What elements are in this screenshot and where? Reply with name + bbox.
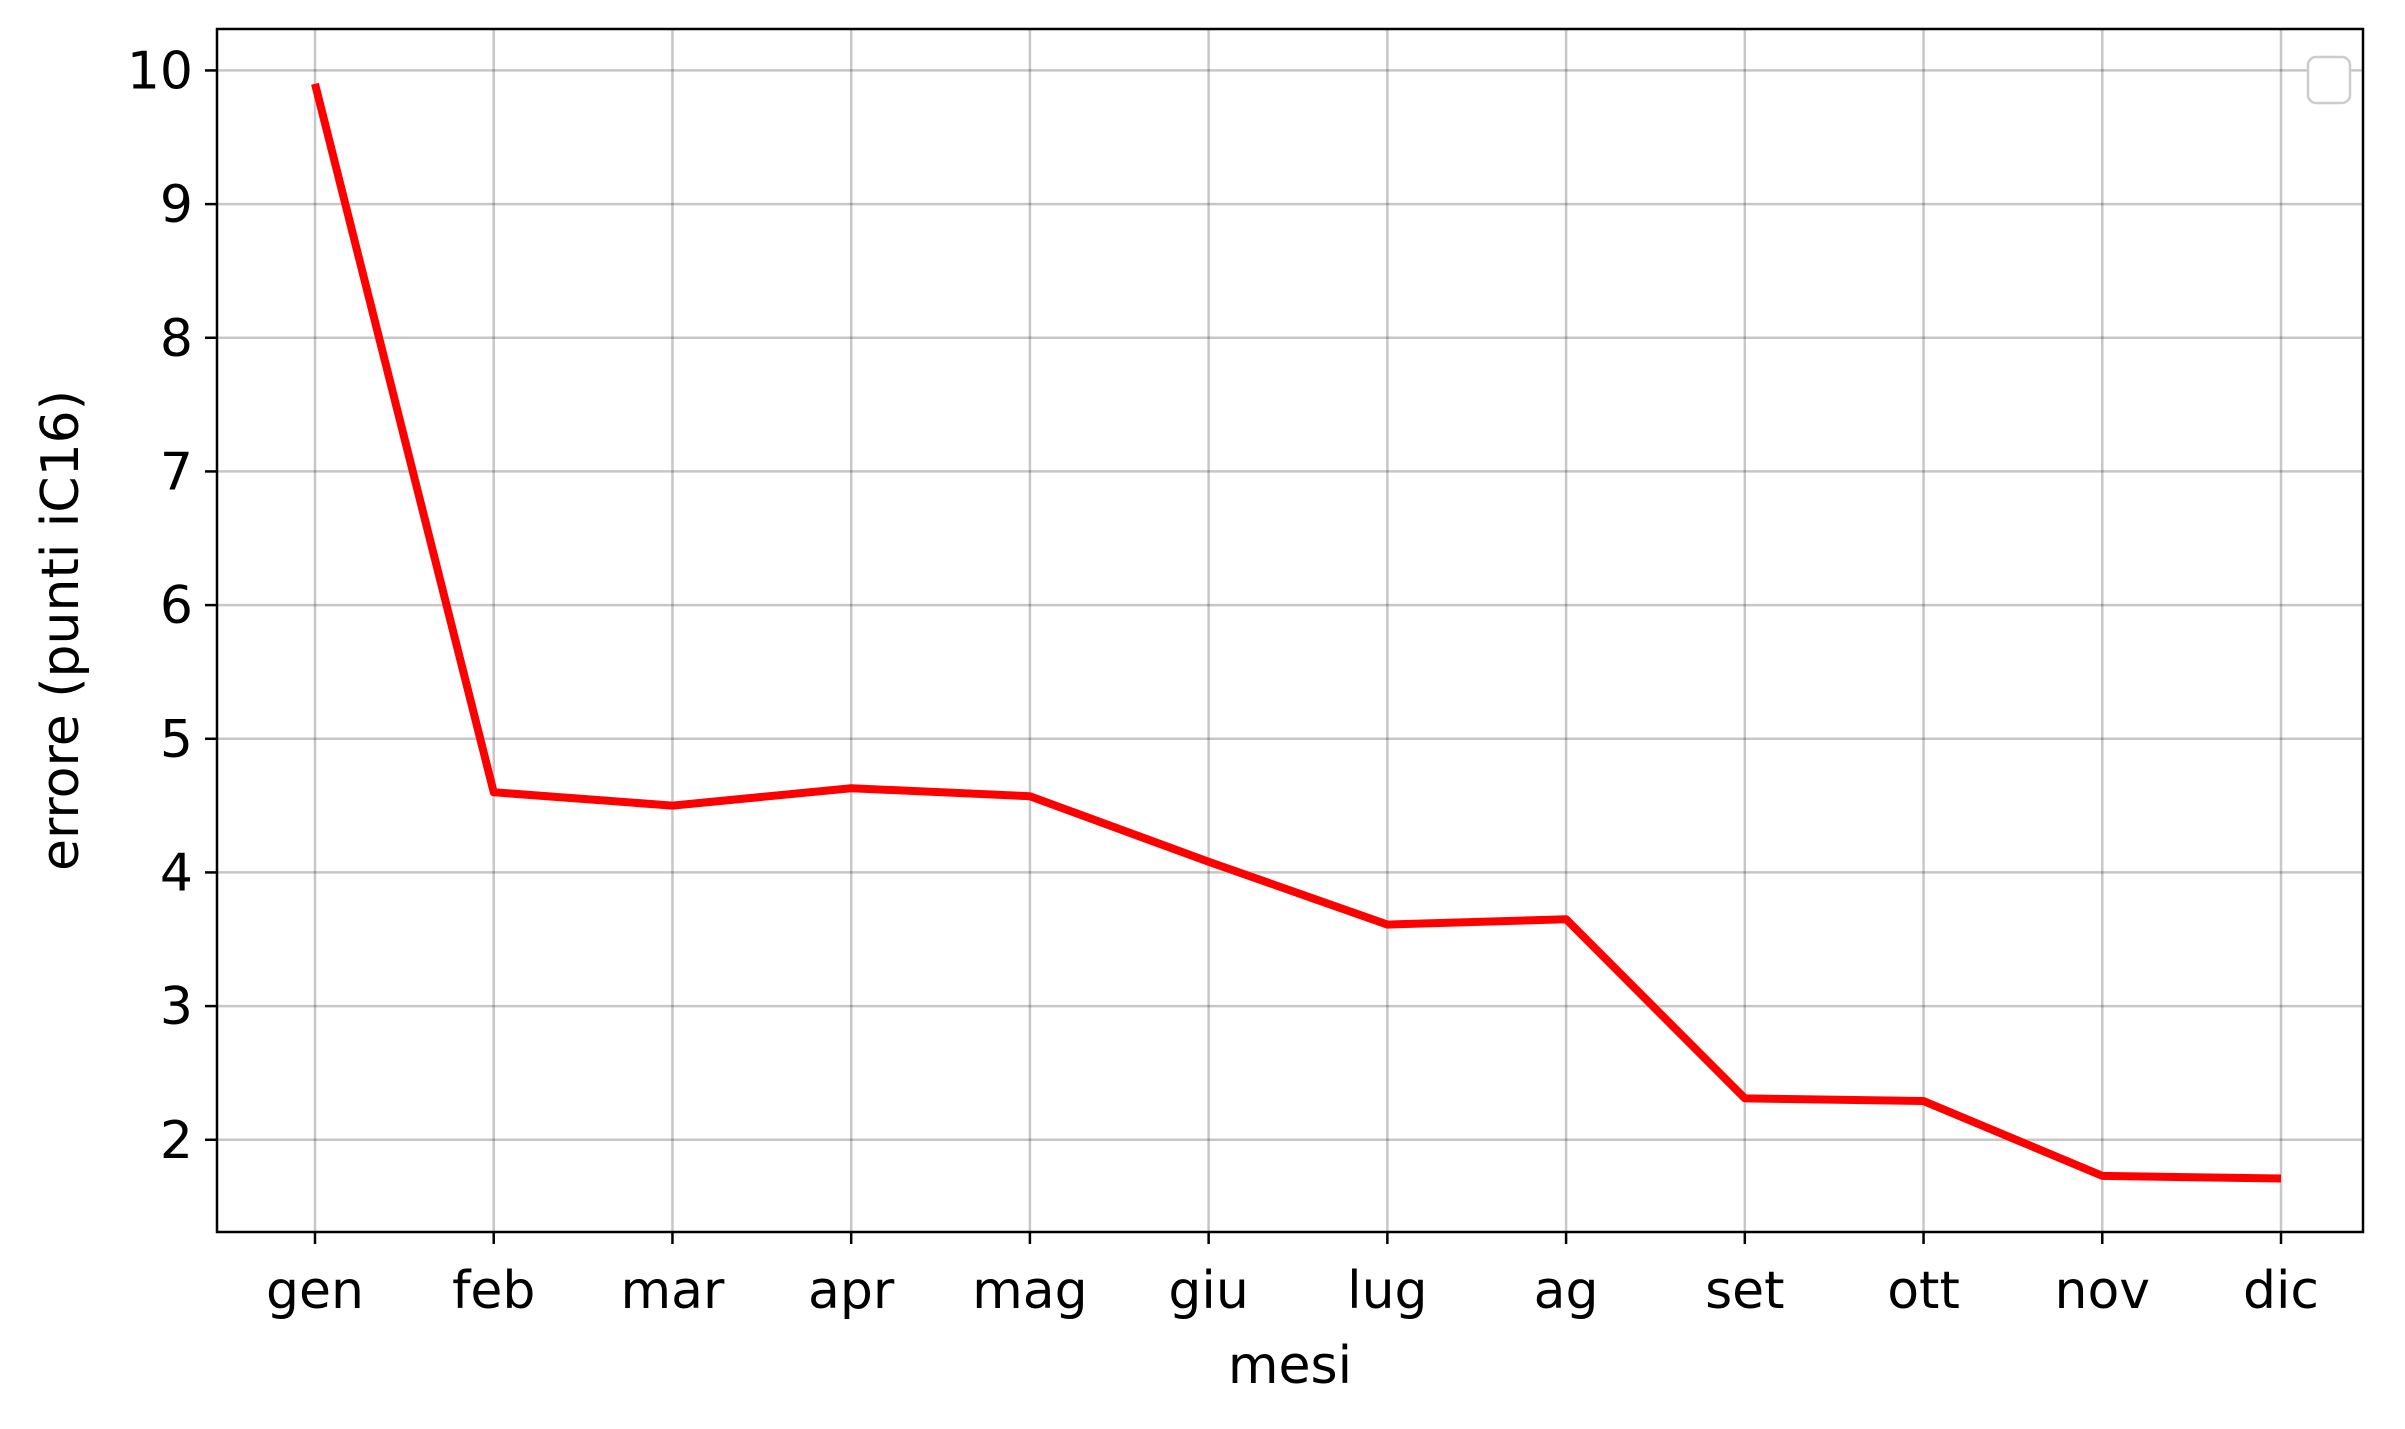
y-tick-label: 10	[127, 41, 193, 101]
y-tick-label: 9	[160, 175, 193, 235]
y-tick-label: 7	[160, 442, 193, 502]
y-tick-label: 2	[160, 1111, 193, 1171]
y-tick-labels: 2 3 4 5 6 7 8 9 10	[127, 41, 193, 1170]
y-tick-label: 3	[160, 977, 193, 1037]
y-tick-label: 8	[160, 309, 193, 369]
legend-box	[2306, 55, 2352, 105]
x-tick-label: apr	[808, 1261, 895, 1321]
x-tick-label: nov	[2054, 1261, 2150, 1321]
x-tick-label: dic	[2243, 1261, 2319, 1321]
plot-area-frame	[215, 27, 2365, 1234]
series-line	[311, 82, 2282, 1183]
x-tick-label: mar	[621, 1261, 726, 1321]
x-tick-label: giu	[1168, 1261, 1248, 1321]
x-tick-labels: gen feb mar apr mag giu lug ag set ott nov dic	[266, 1261, 2319, 1321]
x-axis-label: mesi	[1228, 1336, 1352, 1396]
y-tick-label: 4	[160, 843, 193, 903]
x-tick-label: mag	[972, 1261, 1088, 1321]
x-tick-label: ott	[1887, 1261, 1960, 1321]
x-tick-label: set	[1705, 1261, 1784, 1321]
y-tick-label: 6	[160, 576, 193, 636]
axis-ticks	[205, 69, 2283, 1244]
y-tick-label: 5	[160, 710, 193, 770]
grid-lines	[217, 29, 2363, 1232]
x-tick-label: lug	[1347, 1261, 1427, 1321]
series-layer	[311, 82, 2282, 1183]
y-axis-label: errore (punti iC16)	[31, 390, 91, 871]
x-tick-label: ag	[1534, 1261, 1599, 1321]
x-tick-label: gen	[266, 1261, 364, 1321]
x-tick-label: feb	[452, 1261, 535, 1321]
